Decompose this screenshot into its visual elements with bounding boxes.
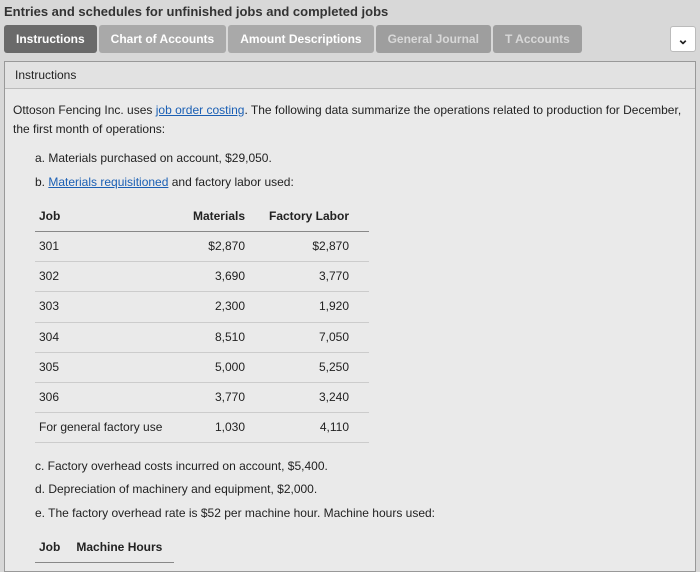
cell-job: 303	[35, 292, 185, 322]
cell-materials: 5,000	[185, 352, 265, 382]
link-materials-requisitioned[interactable]: Materials requisitioned	[48, 175, 168, 189]
cell-labor: 3,240	[265, 382, 369, 412]
item-b: b. Materials requisitioned and factory l…	[35, 173, 687, 192]
cell-labor: 1,920	[265, 292, 369, 322]
col-labor: Factory Labor	[265, 202, 369, 232]
cell-labor: $2,870	[265, 231, 369, 261]
cell-labor: 7,050	[265, 322, 369, 352]
cell-labor: 3,770	[265, 262, 369, 292]
tabs-row: Instructions Chart of Accounts Amount De…	[0, 25, 700, 53]
cell-job: 302	[35, 262, 185, 292]
tab-amount-descriptions[interactable]: Amount Descriptions	[228, 25, 373, 53]
table-row: 3023,6903,770	[35, 262, 369, 292]
intro-pre: Ottoson Fencing Inc. uses	[13, 103, 156, 117]
cell-labor: 5,250	[265, 352, 369, 382]
item-e: e. The factory overhead rate is $52 per …	[35, 504, 687, 523]
list-ab: a. Materials purchased on account, $29,0…	[13, 149, 687, 191]
tab-instructions[interactable]: Instructions	[4, 25, 97, 53]
col-materials: Materials	[185, 202, 265, 232]
intro-text: Ottoson Fencing Inc. uses job order cost…	[13, 101, 687, 139]
machine-hours-table: Job Machine Hours	[35, 533, 174, 563]
cell-materials: 8,510	[185, 322, 265, 352]
panel-body: Ottoson Fencing Inc. uses job order cost…	[5, 89, 695, 571]
cell-materials: 3,690	[185, 262, 265, 292]
col-job: Job	[35, 202, 185, 232]
col-machine-hours: Machine Hours	[72, 533, 174, 563]
table-header-row: Job Materials Factory Labor	[35, 202, 369, 232]
table-row: 301$2,870$2,870	[35, 231, 369, 261]
table-row: 3063,7703,240	[35, 382, 369, 412]
cell-materials: 3,770	[185, 382, 265, 412]
col-job: Job	[35, 533, 72, 563]
link-job-order-costing[interactable]: job order costing	[156, 103, 245, 117]
table-row: 3048,5107,050	[35, 322, 369, 352]
instructions-panel: Instructions Ottoson Fencing Inc. uses j…	[4, 61, 696, 572]
b-post: and factory labor used:	[168, 175, 293, 189]
cell-job: 305	[35, 352, 185, 382]
cell-materials: 2,300	[185, 292, 265, 322]
cell-job: 304	[35, 322, 185, 352]
tab-t-accounts[interactable]: T Accounts	[493, 25, 582, 53]
cell-labor: 4,110	[265, 413, 369, 443]
tab-chart-of-accounts[interactable]: Chart of Accounts	[99, 25, 227, 53]
list-cde: c. Factory overhead costs incurred on ac…	[13, 457, 687, 523]
cell-materials: 1,030	[185, 413, 265, 443]
panel-header: Instructions	[5, 62, 695, 89]
page-title: Entries and schedules for unfinished job…	[0, 0, 700, 25]
chevron-down-icon: ⌄	[677, 31, 689, 48]
item-c: c. Factory overhead costs incurred on ac…	[35, 457, 687, 476]
tab-general-journal[interactable]: General Journal	[376, 25, 491, 53]
table-row: 3032,3001,920	[35, 292, 369, 322]
item-d: d. Depreciation of machinery and equipme…	[35, 480, 687, 499]
cell-materials: $2,870	[185, 231, 265, 261]
table-row: For general factory use1,0304,110	[35, 413, 369, 443]
cell-job: 306	[35, 382, 185, 412]
cell-job: 301	[35, 231, 185, 261]
b-pre: b.	[35, 175, 48, 189]
cell-job: For general factory use	[35, 413, 185, 443]
table-header-row: Job Machine Hours	[35, 533, 174, 563]
dropdown-toggle[interactable]: ⌄	[670, 26, 696, 52]
table-row: 3055,0005,250	[35, 352, 369, 382]
item-a: a. Materials purchased on account, $29,0…	[35, 149, 687, 168]
materials-labor-table: Job Materials Factory Labor 301$2,870$2,…	[35, 202, 369, 444]
